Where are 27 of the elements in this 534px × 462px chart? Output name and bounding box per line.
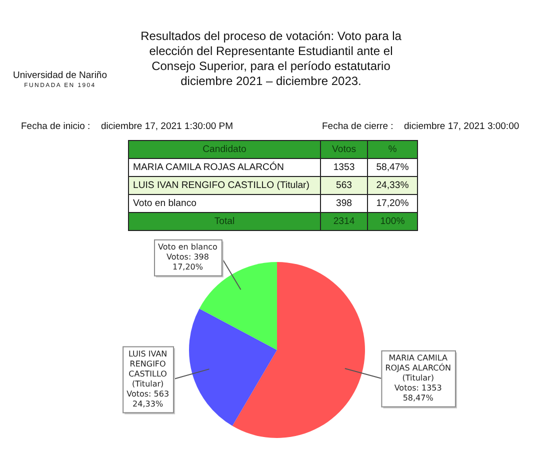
text: diciembre 17, 2021 1:30:00 PM <box>101 121 234 132</box>
text: 1353 <box>320 158 368 176</box>
text: Votos <box>320 140 368 158</box>
text: 2314 <box>320 212 368 230</box>
text: Fecha de cierre : <box>322 121 394 132</box>
data-label: Votos: 563 24,33% <box>126 389 170 408</box>
text: 24,33% <box>368 176 418 194</box>
slice-label: MARIA CAMILA ROJAS ALARCÓN (Titular) <box>385 353 451 382</box>
text: % <box>368 140 418 158</box>
chart-title: Resultados del proceso de votación: Voto para la elección del Representante Estudiantil ante el Consejo Superior, para el período estatutario diciembre 2021 – diciembre 2023. <box>140 29 402 89</box>
text: 58,47% <box>368 158 418 176</box>
text: Fecha de inicio : <box>21 121 90 132</box>
text: Universidad de Nariño <box>12 70 108 81</box>
text: Total <box>128 212 320 230</box>
text: 17,20% <box>368 194 418 212</box>
text: 398 <box>320 194 368 212</box>
text: diciembre 17, 2021 3:00:00 <box>404 121 520 132</box>
text: MARIA CAMILA ROJAS ALARCÓN <box>128 158 320 176</box>
text: 563 <box>320 176 368 194</box>
slice-label: LUIS IVAN RENGIFO CASTILLO (Titular) <box>128 349 168 388</box>
text: LUIS IVAN RENGIFO CASTILLO (Titular) <box>128 176 320 194</box>
data-label: Votos: 1353 58,47% <box>394 383 442 402</box>
text: Voto en blanco <box>128 194 320 212</box>
data-label: Votos: 398 17,20% <box>166 252 209 272</box>
text: 100% <box>368 212 418 230</box>
slice-label: Voto en blanco <box>158 242 218 252</box>
text: Candidato <box>128 140 320 158</box>
